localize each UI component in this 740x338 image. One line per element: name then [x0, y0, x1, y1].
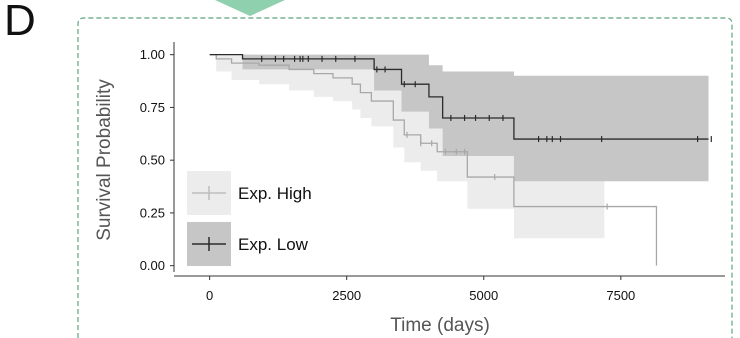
legend-label-exp-high: Exp. High: [238, 184, 312, 203]
y-tick-label: 1.00: [140, 47, 165, 62]
y-tick-label: 0.75: [140, 100, 165, 115]
ci-band-exp-high: [209, 54, 605, 239]
survival-curve-exp-high: [209, 54, 658, 266]
x-axis-title: Time (days): [390, 315, 490, 336]
y-tick-label: 0.25: [140, 205, 165, 220]
plot-area: [209, 54, 712, 266]
x-tick-label: 2500: [332, 288, 361, 303]
censor-marks: [261, 55, 712, 210]
y-axis-ticks: 0.00 0.25 0.50 0.75 1.00: [140, 47, 174, 273]
panel-frame: [77, 17, 733, 338]
confidence-bands: [209, 54, 709, 239]
y-axis-title: Survival Probability: [94, 79, 115, 241]
y-tick-label: 0.50: [140, 153, 165, 168]
legend-label-exp-low: Exp. Low: [238, 235, 309, 254]
y-tick-label: 0.00: [140, 258, 165, 273]
x-tick-label: 0: [206, 288, 213, 303]
legend: Exp. High Exp. Low: [187, 171, 312, 266]
top-decoration: [215, 0, 285, 16]
x-tick-label: 5000: [469, 288, 498, 303]
x-axis-ticks: 0 2500 5000 7500: [206, 276, 635, 303]
panel-label: D: [4, 0, 36, 45]
x-tick-label: 7500: [606, 288, 635, 303]
